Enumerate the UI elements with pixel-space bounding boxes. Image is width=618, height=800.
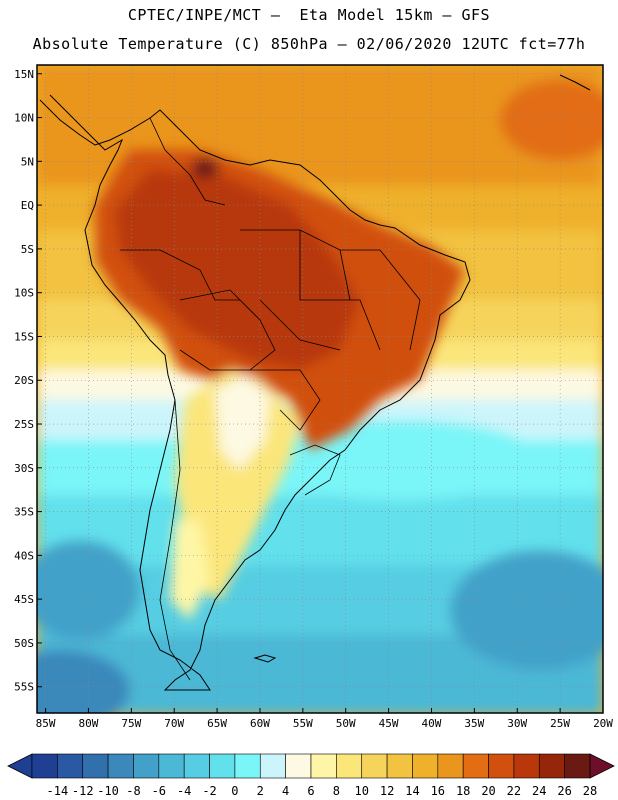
- colorbar-label: -2: [202, 784, 216, 798]
- colorbar-swatch: [437, 753, 464, 779]
- lon-tick-label: 25W: [550, 717, 570, 730]
- colorbar-label: 16: [431, 784, 445, 798]
- colorbar-swatch: [336, 753, 363, 779]
- falkland-islands: [253, 654, 277, 663]
- lat-tick-label: 35S: [14, 506, 34, 519]
- lat-tick-label: 5N: [21, 155, 34, 168]
- colorbar-swatch: [488, 753, 515, 779]
- border-venezuela-colombia: [149, 117, 226, 206]
- colorbar-label: -8: [126, 784, 140, 798]
- colorbar-swatch: [538, 753, 565, 779]
- lon-tick-label: 20W: [593, 717, 613, 730]
- colorbar-swatch: [513, 753, 540, 779]
- colorbar-label: 14: [405, 784, 419, 798]
- colorbar-label: 8: [333, 784, 340, 798]
- colorbar-label: -10: [97, 784, 119, 798]
- colorbar-swatch: [31, 753, 58, 779]
- lat-tick-label: 25S: [14, 418, 34, 431]
- colorbar-label: -4: [177, 784, 191, 798]
- map-frame: [36, 64, 604, 714]
- colorbar-label: 6: [307, 784, 314, 798]
- border-bolivia: [179, 289, 276, 371]
- lon-tick-label: 50W: [336, 717, 356, 730]
- lon-tick-label: 35W: [464, 717, 484, 730]
- lon-tick-label: 80W: [79, 717, 99, 730]
- colorbar-swatch: [361, 753, 388, 779]
- colorbar-label: 28: [583, 784, 597, 798]
- colorbar-swatch: [285, 753, 312, 779]
- colorbar-swatch: [564, 753, 591, 779]
- lon-tick-label: 65W: [207, 717, 227, 730]
- colorbar-swatch: [183, 753, 210, 779]
- temperature-field: [37, 65, 603, 713]
- colorbar-label: 24: [532, 784, 546, 798]
- lon-tick-label: 40W: [422, 717, 442, 730]
- colorbar-swatch: [107, 753, 134, 779]
- colorbar-swatch: [386, 753, 413, 779]
- lon-tick-label: 30W: [507, 717, 527, 730]
- colorbar-swatch: [133, 753, 160, 779]
- colorbar-swatch: [310, 753, 337, 779]
- lon-tick-label: 70W: [164, 717, 184, 730]
- colorbar-label: 18: [456, 784, 470, 798]
- colorbar-swatch: [82, 753, 109, 779]
- lat-tick-label: 10S: [14, 287, 34, 300]
- border-paraguay: [250, 369, 321, 431]
- colorbar-label: 2: [257, 784, 264, 798]
- lon-tick-label: 55W: [293, 717, 313, 730]
- colorbar-swatch: [57, 753, 84, 779]
- colorbar-swatch: [462, 753, 489, 779]
- colorbar-label: 4: [282, 784, 289, 798]
- colorbar-label: 10: [355, 784, 369, 798]
- title-line-1: CPTEC/INPE/MCT – Eta Model 15km – GFS: [127, 6, 491, 24]
- lon-tick-label: 45W: [379, 717, 399, 730]
- colorbar-arrow-low: [7, 753, 33, 779]
- lon-tick-label: 60W: [250, 717, 270, 730]
- border-brazil-states: [240, 229, 421, 351]
- colorbar-label: 0: [231, 784, 238, 798]
- colorbar-label: -12: [72, 784, 94, 798]
- title-line-2: Absolute Temperature (C) 850hPa – 02/06/…: [32, 35, 586, 53]
- lon-tick-label: 85W: [36, 717, 56, 730]
- border-uruguay: [289, 444, 341, 496]
- lat-tick-label: 50S: [14, 637, 34, 650]
- colorbar-swatch: [209, 753, 236, 779]
- coastlines: [39, 74, 591, 691]
- caribbean-islands: [559, 74, 591, 91]
- colorbar-swatch: [259, 753, 286, 779]
- colorbar-label: -14: [47, 784, 69, 798]
- lat-tick-label: 45S: [14, 593, 34, 606]
- border-peru-brazil: [120, 249, 240, 301]
- colorbar: -14 -12 -10 -8 -6 -4 -2 0 2 4 6 8 10 12 14 16 18 20 22 24 26…: [7, 753, 615, 798]
- lat-tick-label: 15S: [14, 330, 34, 343]
- lat-tick-label: 30S: [14, 462, 34, 475]
- colorbar-swatch: [234, 753, 261, 779]
- colorbar-label: 22: [507, 784, 521, 798]
- colorbar-swatch: [412, 753, 439, 779]
- country-borders: [120, 117, 421, 681]
- lat-tick-label: 15N: [14, 68, 34, 81]
- colorbar-label: 12: [380, 784, 394, 798]
- lat-tick-label: 55S: [14, 681, 34, 694]
- border-argentina-chile: [159, 399, 191, 681]
- colorbar-arrow-high: [589, 753, 615, 779]
- lon-axis: 85W 80W 75W 70W 65W 60W 55W 50W 45W 40W 35W 30W 25W 2…: [36, 708, 613, 730]
- lat-tick-label: 10N: [14, 112, 34, 125]
- lat-tick-label: 20S: [14, 374, 34, 387]
- colorbar-label: 20: [481, 784, 495, 798]
- lat-tick-label: 40S: [14, 549, 34, 562]
- lat-tick-label: EQ: [21, 199, 34, 212]
- colorbar-swatch: [158, 753, 185, 779]
- lat-tick-label: 5S: [21, 243, 34, 256]
- lon-tick-label: 75W: [121, 717, 141, 730]
- south-america-coast: [39, 94, 471, 691]
- colorbar-label: 26: [557, 784, 571, 798]
- lat-axis: 15N 10N 5N EQ 5S 10S 15S 20S 25S 30S 35S 40S 45S 50S 5…: [14, 68, 42, 694]
- colorbar-label: -6: [152, 784, 166, 798]
